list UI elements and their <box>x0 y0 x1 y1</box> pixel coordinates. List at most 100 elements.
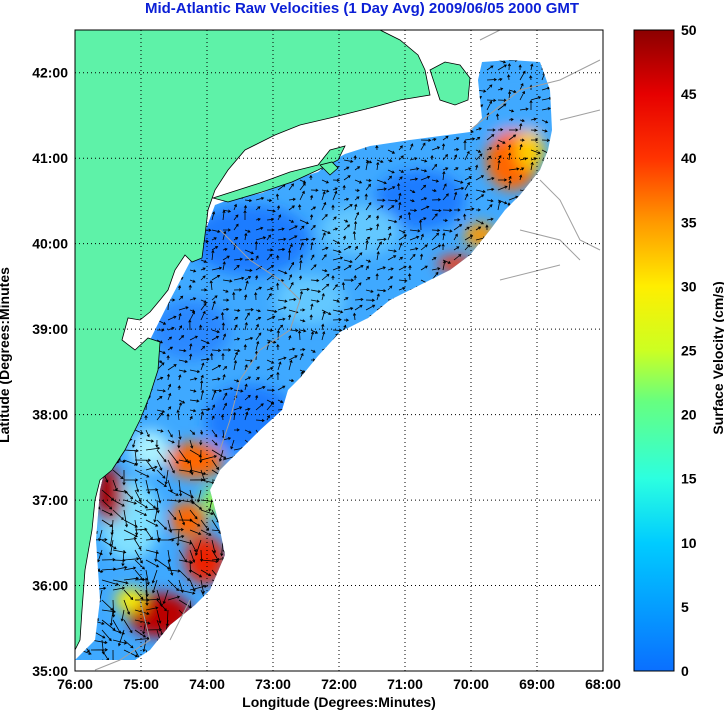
velocity-vector <box>154 549 158 562</box>
velocity-vector <box>497 64 507 71</box>
velocity-vector <box>255 217 261 222</box>
velocity-vector <box>266 287 274 291</box>
velocity-vector <box>508 175 512 181</box>
velocity-vector <box>211 335 220 341</box>
velocity-vector <box>508 118 514 122</box>
velocity-vector <box>200 362 205 371</box>
velocity-vector <box>431 257 437 261</box>
velocity-vector <box>365 227 373 231</box>
velocity-vector <box>453 233 458 241</box>
velocity-vector <box>233 223 239 231</box>
velocity-vector <box>376 198 386 202</box>
velocity-vector <box>178 479 183 497</box>
velocity-vector <box>310 329 319 334</box>
velocity-vector <box>167 559 174 576</box>
velocity-vector <box>375 215 380 221</box>
velocity-vector <box>199 439 203 446</box>
velocity-vector <box>365 159 373 164</box>
velocity-vector <box>244 407 251 411</box>
velocity-vector <box>211 404 216 411</box>
velocity-vector <box>519 107 529 111</box>
y-tick-labels: 35:00 36:00 37:00 38:00 39:00 40:00 41:00 42:00 <box>32 65 68 679</box>
velocity-vector <box>120 609 125 622</box>
velocity-vector <box>288 274 293 281</box>
velocity-vector <box>112 489 128 494</box>
velocity-vector <box>464 137 476 141</box>
velocity-vector <box>200 275 206 281</box>
velocity-vector <box>266 367 274 371</box>
velocity-vector <box>387 199 399 203</box>
velocity-vector <box>431 163 438 171</box>
velocity-vector <box>156 389 166 393</box>
colorbar-tick-label: 35 <box>681 214 697 230</box>
velocity-vector <box>109 539 114 556</box>
velocity-vector <box>475 164 479 171</box>
velocity-vector <box>177 439 181 449</box>
velocity-vector <box>211 316 219 321</box>
velocity-vector <box>167 326 175 331</box>
velocity-vector <box>222 209 226 221</box>
velocity-vector <box>530 161 534 171</box>
velocity-vector <box>354 282 362 291</box>
velocity-vector <box>508 89 517 94</box>
velocity-vector <box>134 458 152 462</box>
velocity-vector <box>398 287 406 291</box>
velocity-vector <box>244 249 254 255</box>
velocity-vector <box>101 539 117 550</box>
velocity-vector <box>244 294 248 301</box>
velocity-vector <box>354 297 364 302</box>
velocity-vector <box>475 175 485 181</box>
velocity-vector <box>167 535 185 541</box>
velocity-vector <box>486 65 494 71</box>
velocity-vector <box>365 160 370 171</box>
velocity-vector <box>288 235 298 241</box>
velocity-vector <box>321 331 326 341</box>
velocity-vector <box>208 499 213 512</box>
velocity-vector <box>288 355 298 361</box>
velocity-vector <box>508 144 512 151</box>
velocity-vector <box>299 225 305 231</box>
velocity-vector <box>464 207 475 211</box>
velocity-vector <box>112 579 129 585</box>
velocity-vector <box>507 152 512 161</box>
velocity-vector <box>441 143 446 151</box>
velocity-vector <box>222 247 228 251</box>
velocity-vector <box>112 499 125 507</box>
velocity-vector <box>222 373 226 381</box>
velocity-vector <box>243 343 247 351</box>
velocity-vector <box>343 245 352 251</box>
velocity-vector <box>200 339 210 345</box>
velocity-vector <box>123 537 137 541</box>
velocity-vector <box>321 293 325 301</box>
velocity-vector <box>178 509 186 526</box>
velocity-vector <box>332 328 343 333</box>
velocity-vector <box>189 297 197 301</box>
velocity-vector <box>189 429 196 435</box>
velocity-vector <box>508 195 519 201</box>
velocity-vector <box>431 198 442 202</box>
velocity-vector <box>497 77 503 82</box>
velocity-vector <box>189 311 195 321</box>
velocity-vector <box>200 559 219 563</box>
velocity-vector <box>178 429 182 440</box>
velocity-vector <box>310 331 315 341</box>
velocity-vector <box>288 197 296 202</box>
velocity-vector <box>464 167 472 171</box>
x-tick-label: 70:00 <box>453 676 489 692</box>
velocity-vector <box>299 319 306 323</box>
velocity-vector <box>145 465 158 471</box>
velocity-vector <box>211 449 227 459</box>
velocity-vector <box>486 84 493 91</box>
velocity-vector <box>343 197 350 201</box>
velocity-vector <box>398 256 403 261</box>
velocity-vector <box>321 269 328 273</box>
velocity-vector <box>321 179 329 184</box>
velocity-vector <box>365 201 372 211</box>
velocity-vector <box>442 208 453 212</box>
velocity-vector <box>189 409 197 413</box>
velocity-vector <box>178 499 195 504</box>
velocity-vector <box>331 275 335 280</box>
velocity-vector <box>288 347 296 351</box>
x-tick-label: 73:00 <box>255 676 291 692</box>
velocity-vector <box>277 237 287 241</box>
